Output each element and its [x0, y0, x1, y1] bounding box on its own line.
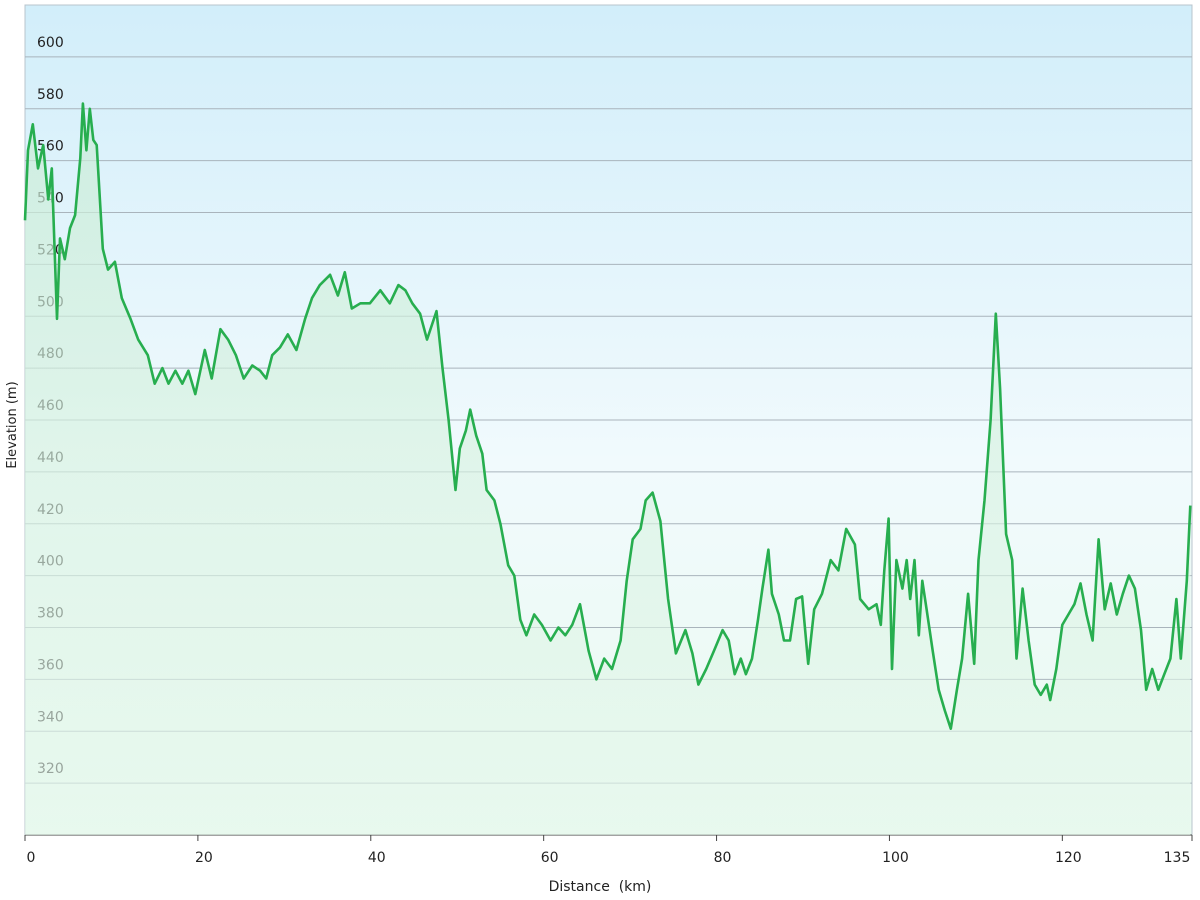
- elevation-line: [23, 102, 1192, 730]
- x-axis-title: Distance (km): [549, 879, 652, 895]
- y-tick-label: 600: [37, 35, 64, 51]
- x-tick-label: 20: [195, 850, 213, 866]
- x-tick-label: 135: [1164, 850, 1191, 866]
- y-axis-title: Elevation (m): [5, 381, 20, 468]
- x-tick-label: 120: [1055, 850, 1082, 866]
- area-fill: [25, 103, 1191, 836]
- x-tick-label: 0: [27, 850, 36, 866]
- x-tick-label: 40: [368, 850, 386, 866]
- x-tick-label: 80: [714, 850, 732, 866]
- y-tick-label: 580: [37, 87, 64, 103]
- x-tick-label: 60: [541, 850, 559, 866]
- x-tick-label: 100: [882, 850, 909, 866]
